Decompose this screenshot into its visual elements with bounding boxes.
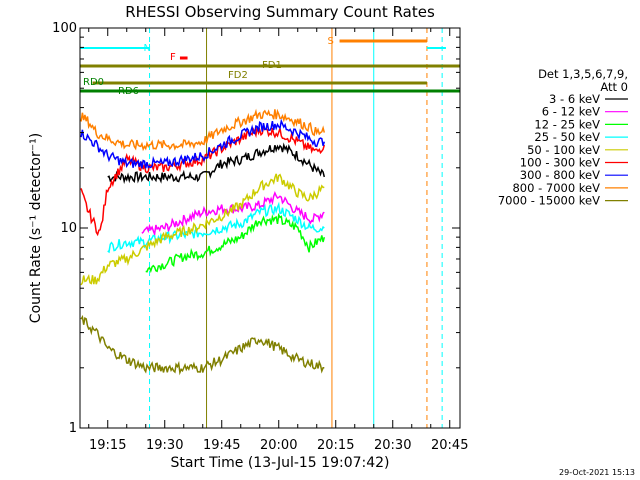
- footer-date: 29-Oct-2021 15:13: [559, 468, 635, 477]
- legend-entry-label: 12 - 25 keV: [534, 117, 600, 131]
- y-tick-label: 1: [69, 421, 77, 436]
- series-line: [80, 108, 326, 152]
- flag-bar-label: S: [328, 36, 334, 47]
- x-tick-label: 20:30: [374, 438, 411, 453]
- series-line: [80, 118, 326, 169]
- flag-bar-label: F: [170, 52, 176, 63]
- x-tick-label: 20:45: [431, 438, 468, 453]
- legend-entry-label: 800 - 7000 keV: [512, 181, 600, 195]
- legend-entry-label: 3 - 6 keV: [549, 92, 600, 106]
- flag-bar-label: RD0: [83, 77, 104, 88]
- legend-entry-label: 7000 - 15000 keV: [498, 194, 600, 208]
- x-tick-label: 20:00: [260, 438, 297, 453]
- y-tick-label: 10: [60, 221, 77, 236]
- x-axis-label: Start Time (13-Jul-15 19:07:42): [170, 455, 389, 471]
- x-tick-label: 19:45: [203, 438, 240, 453]
- chart-title: RHESSI Observing Summary Count Rates: [125, 3, 435, 21]
- plot-data-layer: N F S FD1 FD2 RD0 RD6: [80, 28, 460, 428]
- x-tick-label: 19:15: [89, 438, 126, 453]
- axes-layer: 19:15 19:30 19:45 20:00 20:15 20:30 20:45 1 10 10…: [52, 21, 468, 453]
- flag-bar-label: RD6: [118, 86, 139, 97]
- series-line: [141, 191, 325, 238]
- legend-header-line: Att 0: [600, 80, 628, 94]
- series-line: [80, 314, 325, 376]
- x-tick-label: 20:15: [317, 438, 354, 453]
- y-tick-label: 100: [52, 21, 77, 36]
- series-line: [80, 173, 325, 286]
- series-line: [107, 201, 325, 254]
- legend-entry-label: 50 - 100 keV: [527, 143, 600, 157]
- legend-header-line: Det 1,3,5,6,7,9,: [538, 67, 628, 81]
- flag-bar-label: FD1: [262, 60, 282, 71]
- flag-bar-label: N: [144, 43, 151, 54]
- legend-entry-label: 300 - 800 keV: [520, 168, 600, 182]
- y-axis-label: Count Rate (s⁻¹ detector⁻¹): [28, 133, 44, 323]
- flag-bar-label: FD2: [228, 70, 248, 81]
- legend-entry-label: 25 - 50 keV: [534, 130, 600, 144]
- legend-entry-label: 6 - 12 keV: [542, 105, 600, 119]
- series-line: [107, 142, 326, 185]
- legend-entry-label: 100 - 300 keV: [520, 156, 600, 170]
- x-tick-label: 19:30: [146, 438, 183, 453]
- series-line: [145, 212, 326, 274]
